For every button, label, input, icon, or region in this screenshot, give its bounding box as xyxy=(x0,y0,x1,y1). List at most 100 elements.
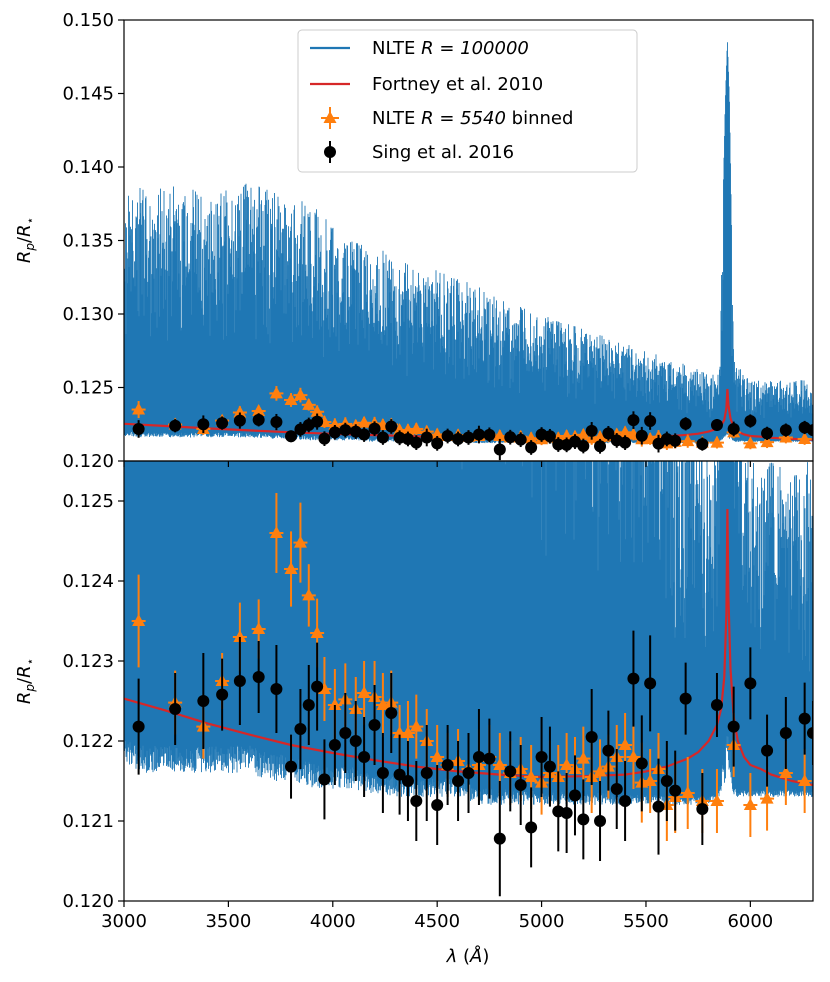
sing-data-point xyxy=(560,773,573,853)
sing-data-point xyxy=(452,431,465,447)
sing-data-point xyxy=(710,418,723,431)
sing-data-point xyxy=(568,755,581,836)
sing-data-point xyxy=(504,731,517,812)
sing-data-point xyxy=(525,787,538,868)
sing-data-point xyxy=(318,739,331,820)
y-tick-label-top: 0.150 xyxy=(62,10,114,31)
sing-data-point xyxy=(493,438,506,461)
sing-data-point xyxy=(452,741,465,821)
nlte-binned-point xyxy=(643,749,658,813)
x-tick-label: 3500 xyxy=(205,911,251,932)
sing-data-point xyxy=(285,734,298,799)
sing-data-point xyxy=(410,435,423,450)
sing-data-point xyxy=(169,673,182,745)
nlte-binned-point xyxy=(284,531,299,607)
sing-data-point xyxy=(644,412,657,430)
sing-data-point xyxy=(594,438,607,454)
legend-entry: NLTE R = 5540 binned xyxy=(321,107,573,129)
x-tick-label: 3000 xyxy=(101,911,147,932)
sing-data-point xyxy=(594,781,607,861)
bottom-y-axis-label: Rp/R⋆ xyxy=(14,658,37,704)
sing-data-point xyxy=(627,630,640,727)
sing-data-point xyxy=(644,635,657,732)
sing-data-point xyxy=(779,423,792,437)
nlte-binned-point xyxy=(409,694,424,759)
sing-data-point xyxy=(619,435,632,450)
y-tick-label-top: 0.120 xyxy=(62,451,114,472)
sing-data-point xyxy=(132,420,145,438)
sing-data-point xyxy=(285,430,298,443)
sing-data-point xyxy=(585,422,598,440)
y-tick-label-bottom: 0.120 xyxy=(62,891,114,912)
sing-data-point xyxy=(585,689,598,785)
sing-data-point xyxy=(410,761,423,841)
sing-data-point xyxy=(393,734,406,815)
sing-data-point xyxy=(328,705,341,785)
sing-data-point xyxy=(535,717,548,797)
nlte-binned-point xyxy=(409,421,424,435)
sing-data-point xyxy=(798,682,811,755)
sing-data-point xyxy=(696,773,709,845)
legend-label: Sing et al. 2016 xyxy=(372,142,514,163)
sing-data-point xyxy=(807,424,813,437)
sing-data-point xyxy=(197,653,210,749)
fortney-model-line-bottom xyxy=(124,508,813,787)
sing-data-point xyxy=(431,436,444,451)
sing-data-point xyxy=(339,422,352,438)
legend-label: NLTE R = 100000 xyxy=(372,38,529,59)
nlte-binned-point xyxy=(743,436,758,450)
sing-data-point xyxy=(358,427,371,442)
sing-data-point xyxy=(368,685,381,765)
sing-data-point xyxy=(462,430,475,445)
sing-data-point xyxy=(328,424,341,440)
nlte-binned-point xyxy=(709,769,724,833)
y-tick-label-top: 0.130 xyxy=(62,304,114,325)
sing-data-point xyxy=(441,725,454,805)
sing-data-point xyxy=(669,433,682,449)
sing-data-point xyxy=(132,678,145,775)
sing-data-point xyxy=(385,673,398,753)
nlte-binned-point xyxy=(293,502,308,583)
y-tick-label-bottom: 0.124 xyxy=(62,571,114,592)
sing-data-point xyxy=(252,641,265,713)
sing-data-point xyxy=(619,761,632,841)
nlte-spectrum-bottom xyxy=(124,461,813,805)
sing-data-point xyxy=(311,413,324,430)
sing-data-point xyxy=(358,717,371,797)
sing-data-point xyxy=(679,417,692,431)
sing-data-point xyxy=(543,726,556,807)
y-tick-label-top: 0.125 xyxy=(62,378,114,399)
y-tick-label-bottom: 0.122 xyxy=(62,731,114,752)
x-tick-label: 5500 xyxy=(623,911,669,932)
sing-data-point xyxy=(543,428,556,444)
sing-data-point xyxy=(696,437,709,451)
sing-data-point xyxy=(483,718,496,799)
sing-data-point xyxy=(602,710,615,791)
sing-data-point xyxy=(710,673,723,737)
sing-data-point xyxy=(635,426,648,445)
sing-data-point xyxy=(514,745,527,825)
nlte-binned-point xyxy=(743,773,758,837)
y-tick-label-top: 0.135 xyxy=(62,231,114,252)
sing-data-point xyxy=(577,779,590,860)
sing-data-point xyxy=(169,419,182,433)
nlte-spectrum-path-bottom xyxy=(124,461,813,805)
nlte-spectrum-top xyxy=(124,42,813,444)
sing-data-point xyxy=(761,426,774,440)
sing-data-point xyxy=(610,749,623,829)
legend-entry: Fortney et al. 2010 xyxy=(310,74,543,95)
x-tick-label: 4500 xyxy=(414,911,460,932)
nlte-binned-point xyxy=(269,386,284,401)
sing-data-point xyxy=(252,413,265,427)
sing-data-point xyxy=(493,781,506,897)
nlte-spectrum-path-top xyxy=(124,42,813,444)
sing-data-point xyxy=(376,733,389,813)
sing-data-point xyxy=(602,426,615,441)
sing-data-point xyxy=(270,413,283,431)
sing-data-point xyxy=(197,415,210,434)
legend-label: NLTE R = 5540 binned xyxy=(372,108,573,129)
nlte-binned-point xyxy=(301,564,316,627)
sing-data-point xyxy=(302,665,315,745)
sing-data-point xyxy=(577,438,590,454)
